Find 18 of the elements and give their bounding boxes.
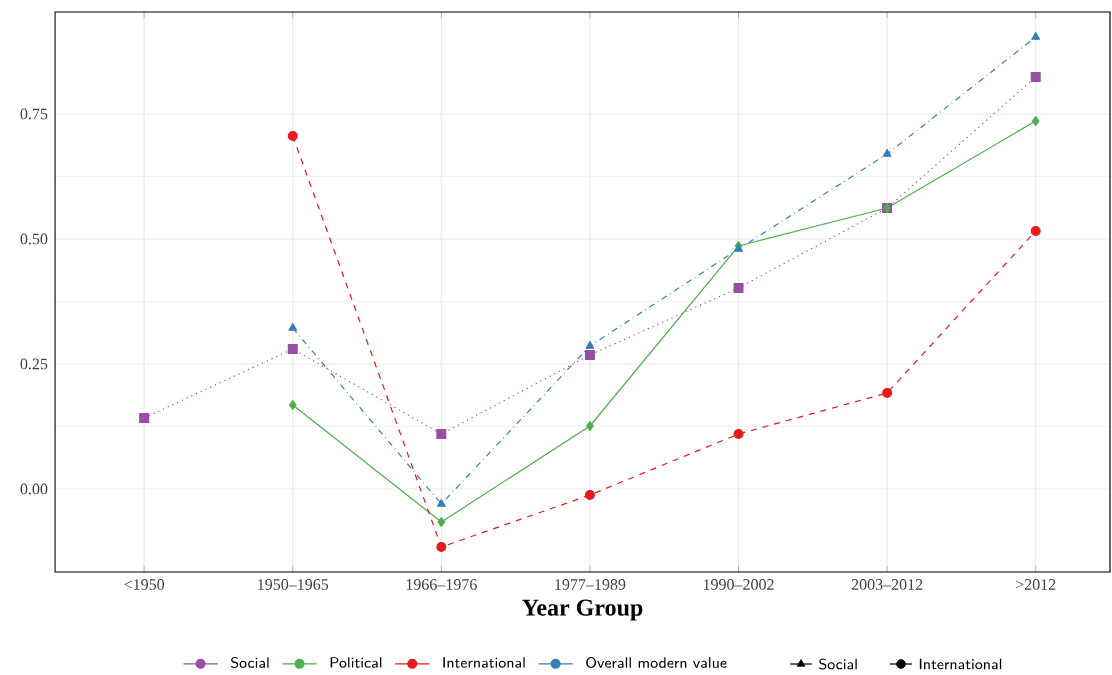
y-tick-label: 0.25 <box>20 358 48 370</box>
x-tick-label: 2003–2012 <box>851 579 923 590</box>
x-tick-label: >2012 <box>1016 579 1056 590</box>
x-tick-label: 1950–1965 <box>258 579 329 590</box>
text: International <box>919 658 1002 670</box>
x-tick-label: 1966–1976 <box>406 579 477 590</box>
x-tick-label: <1950 <box>124 579 165 590</box>
legend-label: Social <box>230 656 269 669</box>
legend-label: Political <box>330 657 382 668</box>
text: Social <box>819 658 857 670</box>
x-tick-label: 1977–1989 <box>555 579 626 590</box>
legend-label: International <box>443 657 525 668</box>
x-tick-label: 1990–2002 <box>703 579 774 590</box>
y-tick-label: 0.50 <box>20 233 48 245</box>
y-tick-label: 0.75 <box>20 108 48 120</box>
legend-label: Overall modern value <box>586 656 727 669</box>
y-tick-label: 0.00 <box>20 483 48 495</box>
x-axis-title: Year Group <box>522 599 643 621</box>
